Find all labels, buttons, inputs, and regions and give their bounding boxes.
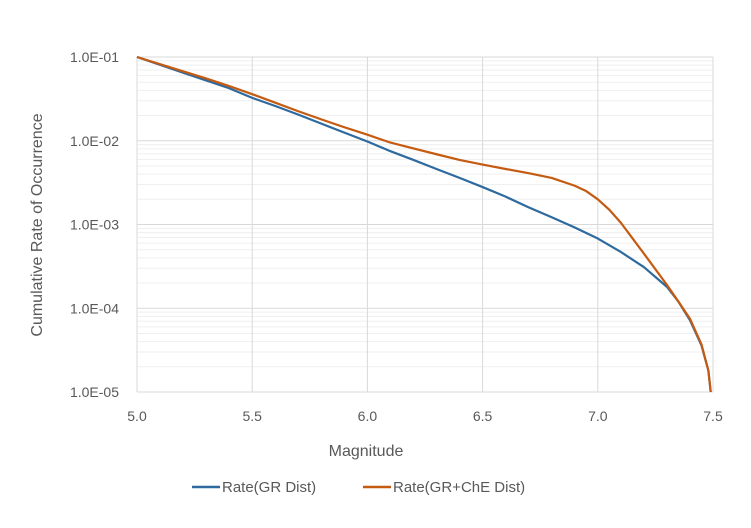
y-tick-labels: 1.0E-05 1.0E-04 1.0E-03 1.0E-02 1.0E-01 [70, 49, 119, 400]
series-layer [136, 55, 712, 393]
y-tick-label: 1.0E-03 [70, 217, 119, 233]
legend: Rate(GR Dist) Rate(GR+ChE Dist) [192, 479, 525, 496]
x-tick-label: 7.5 [703, 408, 723, 424]
x-tick-label: 7.0 [588, 408, 608, 424]
x-tick-label: 6.0 [358, 408, 378, 424]
y-tick-label: 1.0E-01 [70, 49, 119, 65]
legend-label: Rate(GR+ChE Dist) [393, 479, 525, 496]
y-tick-label: 1.0E-05 [70, 384, 119, 400]
series-line-2 [136, 55, 712, 393]
x-axis-title: Magnitude [329, 443, 404, 460]
major-gridlines [136, 56, 714, 393]
x-tick-label: 5.0 [127, 408, 147, 424]
y-tick-label: 1.0E-04 [70, 300, 119, 316]
x-tick-label: 5.5 [242, 408, 262, 424]
y-tick-label: 1.0E-02 [70, 133, 119, 149]
minor-gridlines [137, 60, 713, 368]
x-tick-label: 6.5 [473, 408, 493, 424]
x-tick-labels: 5.0 5.5 6.0 6.5 7.0 7.5 [127, 408, 723, 424]
y-axis-title: Cumulative Rate of Occurrence [29, 113, 46, 336]
legend-label: Rate(GR Dist) [222, 479, 316, 496]
